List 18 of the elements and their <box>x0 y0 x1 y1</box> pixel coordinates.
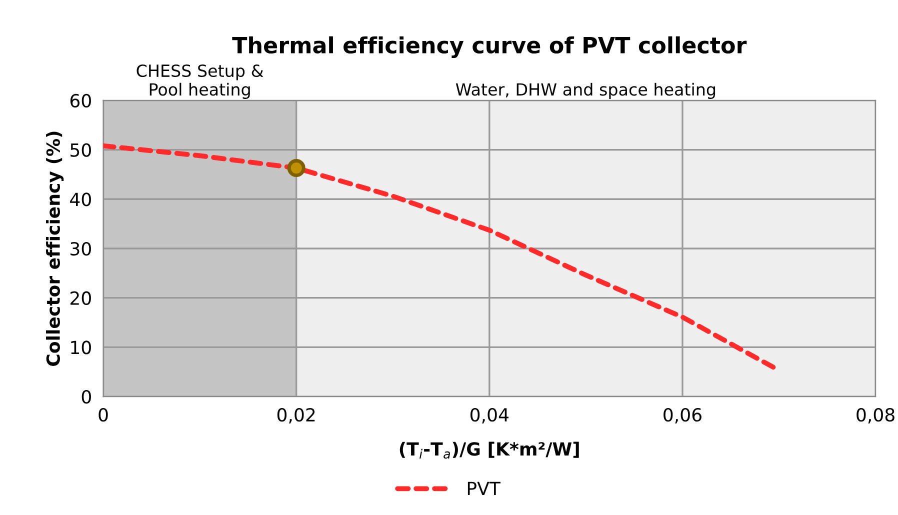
x-tick-label: 0 <box>98 408 108 422</box>
x-tick-label: 0,02 <box>277 408 315 424</box>
x-tick-label: 0,08 <box>856 408 894 424</box>
y-axis-title: Collector efficiency (%) <box>46 132 64 366</box>
band-label: Water, DHW and space heating <box>456 82 716 99</box>
y-tick-label: 20 <box>70 291 91 305</box>
band-label: CHESS Setup & Pool heating <box>136 64 264 99</box>
y-tick-label: 30 <box>70 242 91 256</box>
x-tick-label: 0,06 <box>664 408 702 424</box>
y-tick-label: 60 <box>70 94 91 108</box>
legend-label: PVT <box>468 482 500 495</box>
chart-title: Thermal efficiency curve of PVT collector <box>232 36 747 58</box>
y-tick-label: 10 <box>71 340 91 354</box>
y-tick-label: 40 <box>70 192 91 206</box>
x-tick-label: 0,04 <box>470 408 508 424</box>
y-tick-label: 0 <box>82 390 91 404</box>
x-axis-title: (T$_{i}$-T$_{a}$)/G [K*m²/W] <box>400 442 579 459</box>
y-tick-label: 50 <box>70 143 91 157</box>
